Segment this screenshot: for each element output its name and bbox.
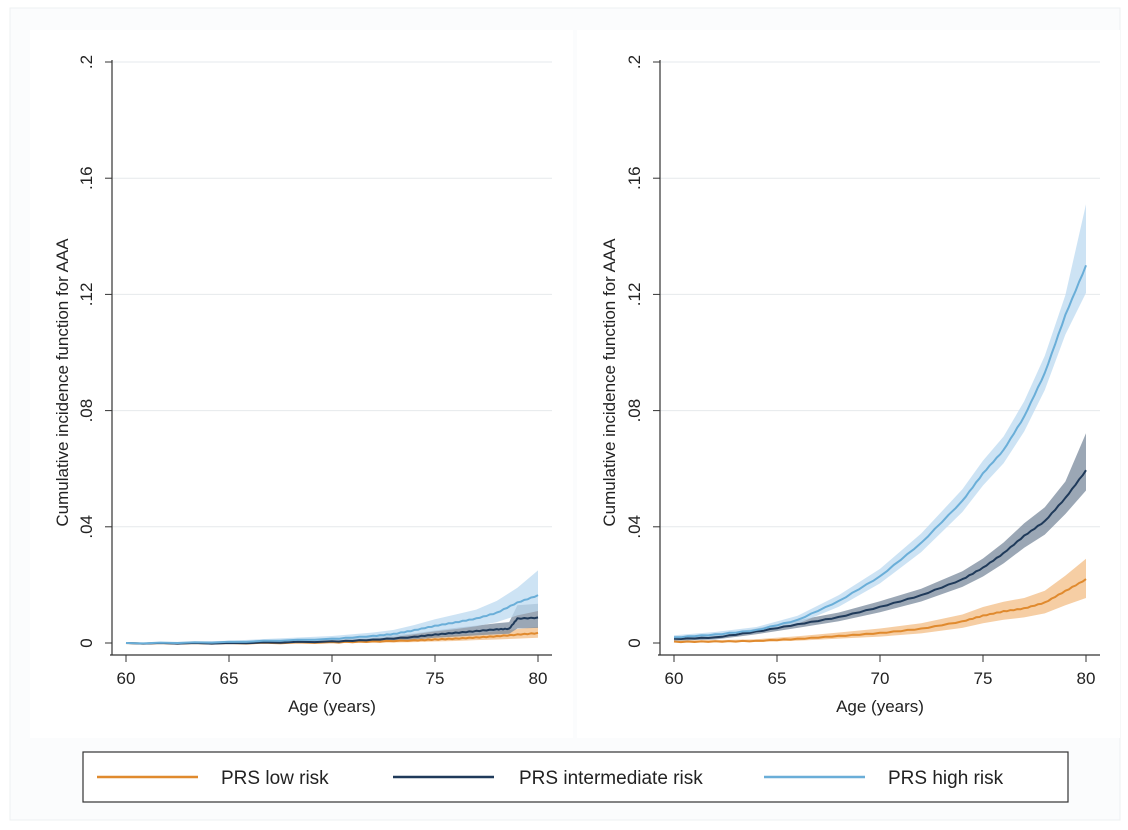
y-tick-label: .16	[625, 166, 644, 190]
y-tick-label: .04	[625, 515, 644, 539]
legend-label-low: PRS low risk	[221, 768, 329, 789]
y-tick-label: .04	[77, 515, 96, 539]
panel-right: 0 .04 .08 .12 .16 .2 60 65 70 75 80 Age (years) Cumu…	[577, 30, 1120, 738]
series-line-prs-high-risk	[125, 594, 539, 645]
x-axis-label: Age (years)	[836, 697, 924, 716]
ci-band-prs-intermediate-risk	[126, 603, 538, 643]
x-tick-label: 70	[871, 669, 890, 688]
legend: PRS low risk PRS intermediate risk PRS h…	[82, 751, 1069, 803]
y-axis-label: Cumulative incidence function for AAA	[600, 238, 619, 527]
y-tick-label: .2	[77, 55, 96, 69]
y-tick-label: 0	[77, 638, 96, 647]
series-line-prs-intermediate-risk	[673, 469, 1087, 640]
x-tick-label: 75	[426, 669, 445, 688]
x-tick-label: 80	[529, 669, 548, 688]
y-tick-label: .08	[77, 399, 96, 423]
series-line-prs-intermediate-risk	[125, 616, 539, 645]
legend-label-intermediate: PRS intermediate risk	[519, 768, 703, 789]
panel-left: 0 .04 .08 .12 .16 .2 60 65 70 75 80 Age (years) Cumu…	[30, 30, 573, 738]
x-tick-label: 80	[1077, 669, 1096, 688]
series-line-prs-low-risk	[673, 578, 1087, 644]
y-tick-label: 0	[625, 638, 644, 647]
y-tick-label: .16	[77, 166, 96, 190]
x-tick-label: 65	[768, 669, 787, 688]
y-tick-label: .12	[625, 283, 644, 307]
y-tick-label: .2	[625, 55, 644, 69]
legend-frame	[82, 751, 1069, 803]
y-tick-label: .12	[77, 283, 96, 307]
ci-band-prs-low-risk	[674, 558, 1086, 643]
y-tick-label: .08	[625, 399, 644, 423]
series-line-prs-high-risk	[673, 264, 1087, 639]
x-axis-label: Age (years)	[288, 697, 376, 716]
panel-background	[577, 30, 1120, 738]
y-axis-label: Cumulative incidence function for AAA	[53, 238, 72, 527]
x-tick-label: 60	[665, 669, 684, 688]
x-tick-label: 60	[117, 669, 136, 688]
x-tick-label: 65	[220, 669, 239, 688]
x-tick-label: 75	[974, 669, 993, 688]
x-tick-label: 70	[323, 669, 342, 688]
legend-label-high: PRS high risk	[888, 768, 1004, 789]
